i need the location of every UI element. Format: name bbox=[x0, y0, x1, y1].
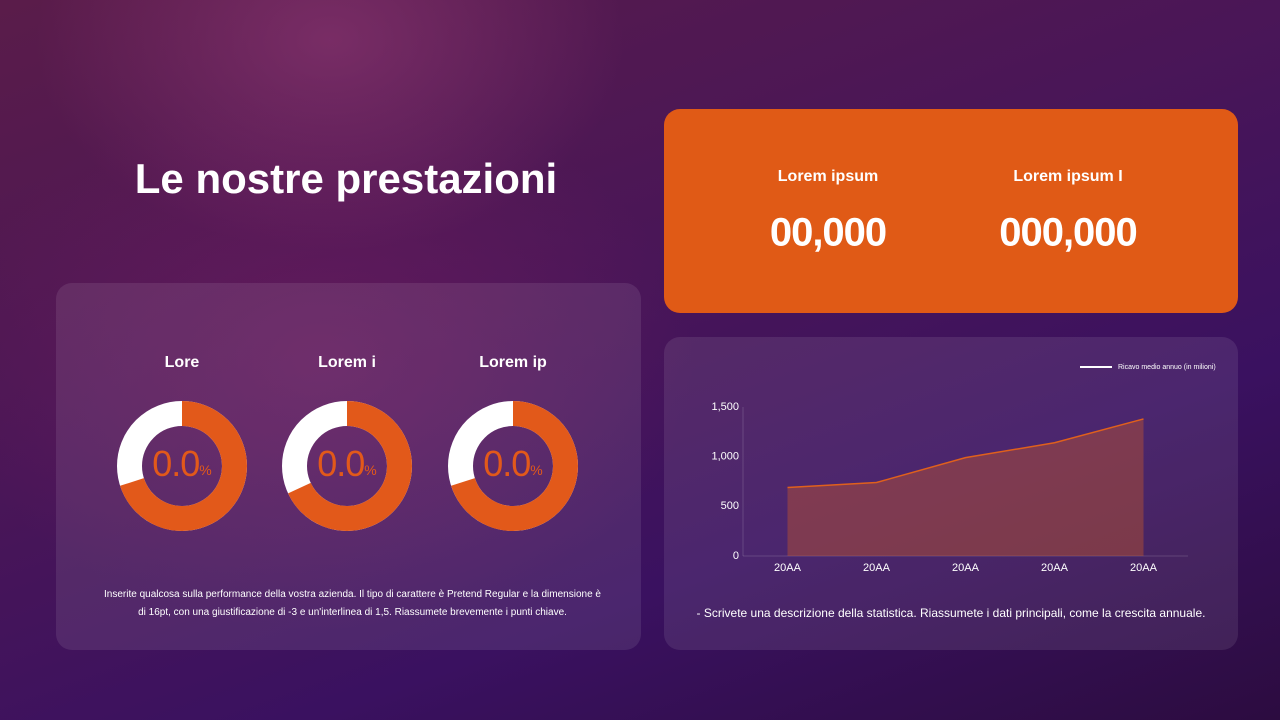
stats-card bbox=[664, 109, 1238, 313]
slide-title: Le nostre prestazioni bbox=[134, 155, 558, 202]
chart-description: - Scrivete una descrizione della statist… bbox=[696, 606, 1206, 620]
stat-label: Lorem ipsum I bbox=[1013, 168, 1122, 185]
area bbox=[787, 418, 1144, 556]
donut-unit: % bbox=[199, 462, 211, 478]
line bbox=[787, 418, 1144, 489]
donut-text: 0.0 bbox=[483, 443, 530, 484]
donut-label: Lorem ip bbox=[479, 354, 547, 371]
donut-label: Lorem i bbox=[318, 354, 376, 371]
donut-arc bbox=[282, 401, 412, 531]
y-tick-label: 0 bbox=[733, 550, 739, 562]
note: Inserite qualcosa sulla performance dell… bbox=[104, 589, 601, 618]
x-tick-label: 20AA bbox=[1041, 562, 1069, 574]
legend-label: Ricavo medio annuo (in milioni) bbox=[1118, 364, 1216, 371]
x-tick-label: 20AA bbox=[1130, 562, 1158, 574]
donut-arc bbox=[117, 401, 247, 531]
donut-center: 0.0% bbox=[317, 443, 377, 484]
stat-value: 000,000 bbox=[999, 211, 1137, 255]
donut-center: 0.0% bbox=[483, 443, 543, 484]
donut-unit: % bbox=[364, 462, 376, 478]
y-tick-label: 500 bbox=[721, 500, 739, 512]
donut-unit: % bbox=[530, 462, 542, 478]
donut-card bbox=[56, 283, 641, 650]
x-tick-label: 20AA bbox=[774, 562, 802, 574]
y-tick-label: 1,500 bbox=[711, 401, 739, 413]
donut-center: 0.0% bbox=[152, 443, 212, 484]
x-tick-label: 20AA bbox=[952, 562, 980, 574]
donut-label: Lore bbox=[165, 354, 200, 371]
y-tick-label: 1,000 bbox=[711, 451, 739, 463]
stat-label: Lorem ipsum bbox=[778, 168, 878, 185]
donut-text: 0.0 bbox=[317, 443, 364, 484]
x-tick-label: 20AA bbox=[863, 562, 891, 574]
chart-card bbox=[664, 337, 1238, 650]
donut-text: 0.0 bbox=[152, 443, 199, 484]
donut-arc bbox=[448, 401, 578, 531]
stat-value: 00,000 bbox=[770, 211, 886, 255]
